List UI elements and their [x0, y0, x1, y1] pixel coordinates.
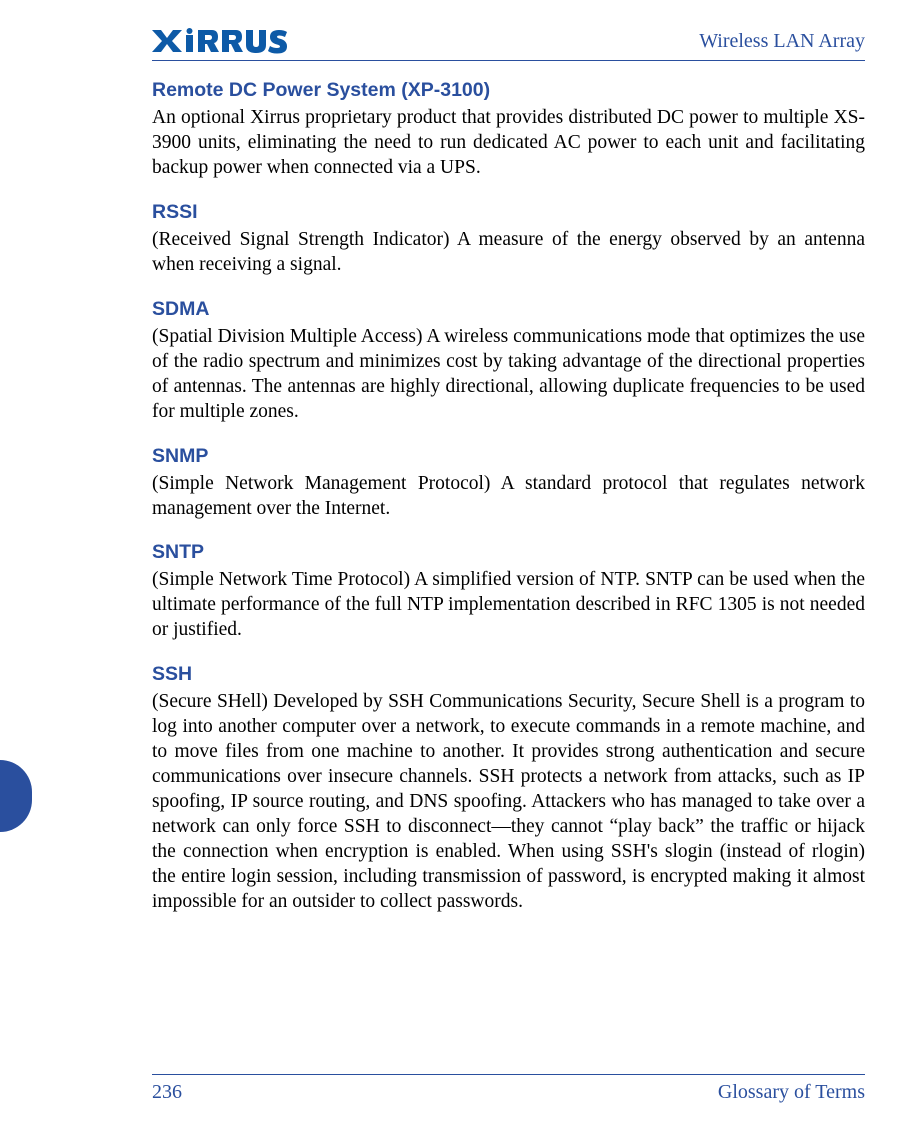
brand-logo	[152, 28, 312, 54]
glossary-definition: (Secure SHell) Developed by SSH Communic…	[152, 690, 865, 915]
glossary-definition: (Simple Network Time Protocol) A simplif…	[152, 568, 865, 643]
thumb-tab	[0, 760, 32, 832]
page-number: 236	[152, 1081, 182, 1104]
glossary-term: SSH	[152, 663, 865, 686]
header-title: Wireless LAN Array	[699, 30, 865, 53]
glossary-term: Remote DC Power System (XP-3100)	[152, 79, 865, 102]
page-header: Wireless LAN Array	[152, 28, 865, 61]
glossary-definition: (Simple Network Management Protocol) A s…	[152, 472, 865, 522]
glossary-term: RSSI	[152, 201, 865, 224]
glossary-body: Remote DC Power System (XP-3100) An opti…	[152, 79, 865, 915]
glossary-term: SNMP	[152, 445, 865, 468]
glossary-definition: (Spatial Division Multiple Access) A wir…	[152, 325, 865, 425]
footer-section: Glossary of Terms	[718, 1081, 865, 1104]
glossary-definition: (Received Signal Strength Indicator) A m…	[152, 228, 865, 278]
page-footer: 236 Glossary of Terms	[152, 1074, 865, 1104]
glossary-term: SNTP	[152, 541, 865, 564]
glossary-definition: An optional Xirrus proprietary product t…	[152, 106, 865, 181]
page: Wireless LAN Array Remote DC Power Syste…	[0, 0, 903, 1138]
xirrus-logo-icon	[152, 28, 312, 54]
glossary-term: SDMA	[152, 298, 865, 321]
